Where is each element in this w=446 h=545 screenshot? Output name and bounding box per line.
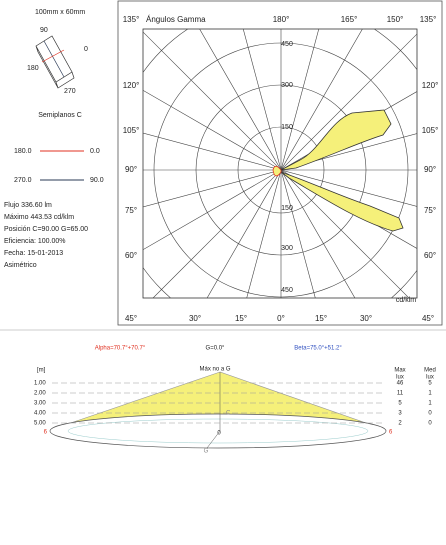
plane-left: 180.0 [14, 148, 32, 155]
size: 100mm x 60mm [35, 9, 85, 16]
axis [206, 430, 221, 449]
mark: 6 [44, 430, 48, 436]
radial-label: 150 [281, 205, 293, 212]
unit: lux [426, 375, 434, 381]
footprint-inner [67, 418, 369, 444]
angle-label: 30° [189, 314, 201, 323]
max-lux: 3 [398, 411, 402, 417]
plane-left: 270.0 [14, 177, 32, 184]
angle-label: 135° [420, 15, 437, 24]
curve-c0 [272, 165, 282, 177]
orientation-label: 270 [64, 88, 76, 95]
angle-label: 105° [123, 126, 140, 135]
radial-label: 300 [281, 245, 293, 252]
angle-label: 90° [125, 165, 137, 174]
med-lux: 1 [428, 391, 432, 397]
curve-c90 [280, 109, 392, 171]
height: 5.00 [34, 421, 46, 427]
max-lux: 46 [397, 381, 404, 387]
mark: 0 [217, 431, 221, 437]
angle-label: 105° [422, 126, 439, 135]
angle-label: 150° [387, 15, 404, 24]
polar-title: Ángulos Gamma [146, 15, 206, 24]
info-line: Asimétrico [4, 262, 37, 269]
med-lux: 0 [428, 421, 432, 427]
angle-label: 45° [422, 314, 434, 323]
mark: G [204, 449, 209, 455]
polar-plot [142, 28, 418, 299]
plane-right: 0.0 [90, 148, 100, 155]
mark: C [226, 411, 231, 417]
angle-label: 45° [125, 314, 137, 323]
curves [272, 109, 404, 232]
angle-label: 90° [424, 165, 436, 174]
unit: lux [396, 375, 404, 381]
angle-label: 75° [424, 206, 436, 215]
info-line: Eficiencia: 100.00% [4, 238, 65, 245]
max-lux: 11 [397, 391, 404, 397]
angle-label: 60° [424, 251, 436, 260]
radial-label: 450 [281, 287, 293, 294]
med-lux: 5 [428, 381, 432, 387]
orientation-label: 180 [27, 65, 39, 72]
angle-label: 180° [273, 15, 290, 24]
angle-label: 15° [235, 314, 247, 323]
angle-label: 75° [125, 206, 137, 215]
curve-c90-lower [280, 171, 404, 232]
orientation-label: 0 [84, 46, 88, 53]
info-line: Máximo 443.53 cd/klm [4, 214, 74, 221]
planes-title: Semiplanos C [38, 112, 82, 119]
info-line: Flujo 336.60 lm [4, 202, 52, 209]
plane-right: 90.0 [90, 177, 104, 184]
angle-label: 120° [422, 81, 439, 90]
header: Max [394, 368, 405, 374]
height: 2.00 [34, 391, 46, 397]
angle-label: 60° [125, 251, 137, 260]
polar-frame [117, 0, 443, 326]
beta: Beta=75.0°+51.2° [294, 346, 342, 352]
radial-label: 150 [281, 124, 293, 131]
height: 4.00 [34, 411, 46, 417]
med-lux: 1 [428, 401, 432, 407]
med-lux: 0 [428, 411, 432, 417]
max-lux: 5 [398, 401, 402, 407]
footprint [49, 413, 387, 449]
orientation-label: 90 [40, 27, 48, 34]
angle-label: 120° [123, 81, 140, 90]
header: Máx no a G [199, 367, 230, 373]
height: 1.00 [34, 381, 46, 387]
radial-label: 300 [281, 82, 293, 89]
mark: 6 [389, 430, 393, 436]
box-icon [35, 35, 75, 89]
header: [m] [37, 368, 46, 374]
info-line: Posición C=90.00 G=65.00 [4, 226, 88, 233]
angle-label: 30° [360, 314, 372, 323]
max-lux: 2 [398, 421, 402, 427]
radial-label: 450 [281, 41, 293, 48]
alpha: Alpha=70.7°+70.7° [95, 346, 146, 352]
unit: cd/klm [396, 297, 416, 304]
angle-label: 15° [315, 314, 327, 323]
angle-label: 165° [341, 15, 358, 24]
g-angle: G=0.0° [206, 346, 226, 352]
info-line: Fecha: 15-01-2013 [4, 250, 63, 257]
angle-label: 135° [123, 15, 140, 24]
header: Med [424, 368, 436, 374]
angle-label: 0° [277, 314, 285, 323]
height: 3.00 [34, 401, 46, 407]
